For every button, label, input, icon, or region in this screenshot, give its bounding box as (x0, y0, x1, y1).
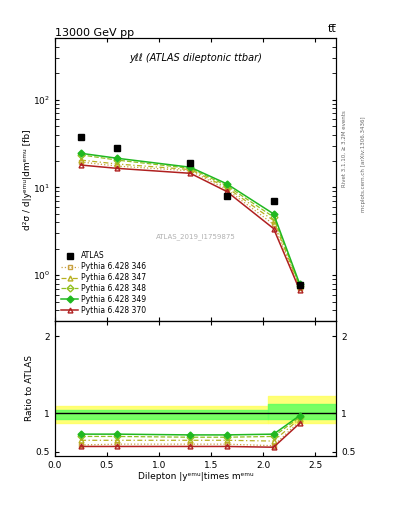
Text: yℓℓ (ATLAS dileptonic ttbar): yℓℓ (ATLAS dileptonic ttbar) (129, 53, 262, 62)
X-axis label: Dilepton |yᵉᵐᵘ|times mᵉᵐᵘ: Dilepton |yᵉᵐᵘ|times mᵉᵐᵘ (138, 472, 253, 481)
Y-axis label: d²σ / d|yᵉᵐᵘ|dmᵉᵐᵘ [fb]: d²σ / d|yᵉᵐᵘ|dmᵉᵐᵘ [fb] (23, 130, 31, 230)
Text: ATLAS_2019_I1759875: ATLAS_2019_I1759875 (156, 233, 235, 240)
Text: tt̅: tt̅ (327, 24, 336, 34)
Y-axis label: Ratio to ATLAS: Ratio to ATLAS (26, 355, 35, 421)
Text: Rivet 3.1.10, ≥ 3.2M events: Rivet 3.1.10, ≥ 3.2M events (342, 110, 346, 187)
Legend: ATLAS, Pythia 6.428 346, Pythia 6.428 347, Pythia 6.428 348, Pythia 6.428 349, P: ATLAS, Pythia 6.428 346, Pythia 6.428 34… (59, 249, 149, 317)
Text: mcplots.cern.ch [arXiv:1306.3436]: mcplots.cern.ch [arXiv:1306.3436] (361, 116, 366, 211)
Text: 13000 GeV pp: 13000 GeV pp (55, 28, 134, 37)
